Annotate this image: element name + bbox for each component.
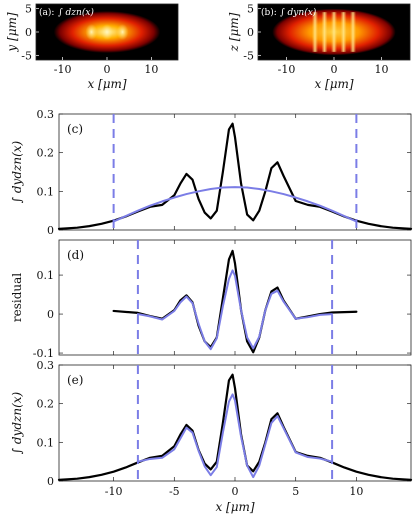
density-fringe bbox=[331, 12, 337, 52]
panel-label: (d) bbox=[67, 248, 84, 262]
x-tick-label: -5 bbox=[169, 485, 180, 498]
panel-label: (e) bbox=[67, 373, 83, 387]
y-axis-label: residual bbox=[10, 273, 24, 322]
y-tick-label: 0 bbox=[247, 26, 254, 39]
y-tick-label: 0.1 bbox=[37, 269, 55, 282]
series-line-1 bbox=[136, 393, 334, 479]
y-axis-label: y [μm] bbox=[5, 12, 19, 52]
x-axis-label: x [μm] bbox=[314, 77, 353, 91]
y-tick-label: 0 bbox=[47, 475, 54, 488]
x-tick-label: 0 bbox=[104, 63, 111, 76]
y-tick-label: 0 bbox=[25, 26, 32, 39]
panel-label: (a): bbox=[39, 7, 54, 18]
heatmap-image bbox=[53, 11, 161, 53]
y-axis-label: ∫ dydzn(x) bbox=[10, 391, 24, 454]
line-panel-e: -10 -5 0 5 10 0 0.1 0.2 0.3 (e) ∫ dydzn(x) x [μm] bbox=[10, 359, 413, 514]
density-fringe bbox=[350, 12, 356, 52]
y-tick-label: 0.3 bbox=[37, 359, 55, 372]
y-tick-label: 0.1 bbox=[37, 436, 55, 449]
x-tick-label: 5 bbox=[292, 485, 299, 498]
y-tick-label: 0.2 bbox=[37, 398, 55, 411]
line-panel-d: -0.1 0 0.1 (d) residual bbox=[10, 239, 412, 360]
x-tick-label: -10 bbox=[105, 485, 123, 498]
inset-label: ∫ dyn(x) bbox=[280, 7, 317, 18]
y-tick-label: 0 bbox=[47, 224, 54, 237]
density-peak bbox=[116, 24, 129, 40]
y-tick-label: 5 bbox=[25, 3, 32, 16]
inset-label: ∫ dzn(x) bbox=[58, 7, 94, 18]
x-tick-label: 10 bbox=[349, 485, 363, 498]
y-tick-label: 0.3 bbox=[37, 108, 55, 121]
heatmap-panel-a: -10 0 10 -5 0 5 (a): ∫ dzn(x) x [μm] y [μm] bbox=[5, 3, 179, 91]
density-fringe bbox=[321, 12, 328, 52]
heatmap-panel-b: -10 0 10 -5 0 5 (b): ∫ dyn(x) x [μm] z [μm] bbox=[227, 3, 411, 91]
x-axis-label: x [μm] bbox=[215, 500, 254, 514]
y-tick-label: -5 bbox=[243, 49, 254, 62]
x-tick-label: -10 bbox=[278, 63, 296, 76]
y-tick-label: 0.2 bbox=[37, 147, 55, 160]
heatmap-image bbox=[272, 8, 396, 56]
panel-label: (c) bbox=[67, 122, 83, 136]
x-tick-label: 0 bbox=[331, 63, 338, 76]
density-peak bbox=[85, 24, 98, 40]
x-axis-label: x [μm] bbox=[87, 77, 126, 91]
density-peak bbox=[101, 24, 113, 40]
y-axis-label: z [μm] bbox=[227, 12, 241, 52]
density-fringe bbox=[312, 12, 318, 52]
x-tick-label: 0 bbox=[232, 485, 239, 498]
y-tick-label: 0 bbox=[47, 308, 54, 321]
y-tick-label: 0.1 bbox=[37, 185, 55, 198]
y-tick-label: -0.1 bbox=[33, 347, 54, 360]
y-tick-label: -5 bbox=[21, 49, 32, 62]
plot-frame bbox=[58, 239, 412, 356]
series-line-1 bbox=[136, 269, 334, 351]
line-panel-c: 0 0.1 0.2 0.3 (c) ∫ dydzn(x) bbox=[10, 108, 413, 237]
y-axis-label: ∫ dydzn(x) bbox=[10, 140, 24, 203]
x-tick-label: 10 bbox=[375, 63, 389, 76]
y-tick-label: 5 bbox=[247, 3, 254, 16]
density-fringe bbox=[340, 12, 347, 52]
x-tick-label: 10 bbox=[144, 63, 158, 76]
panel-label: (b): bbox=[261, 7, 277, 18]
x-tick-label: -10 bbox=[54, 63, 72, 76]
series-line-1 bbox=[112, 186, 358, 223]
